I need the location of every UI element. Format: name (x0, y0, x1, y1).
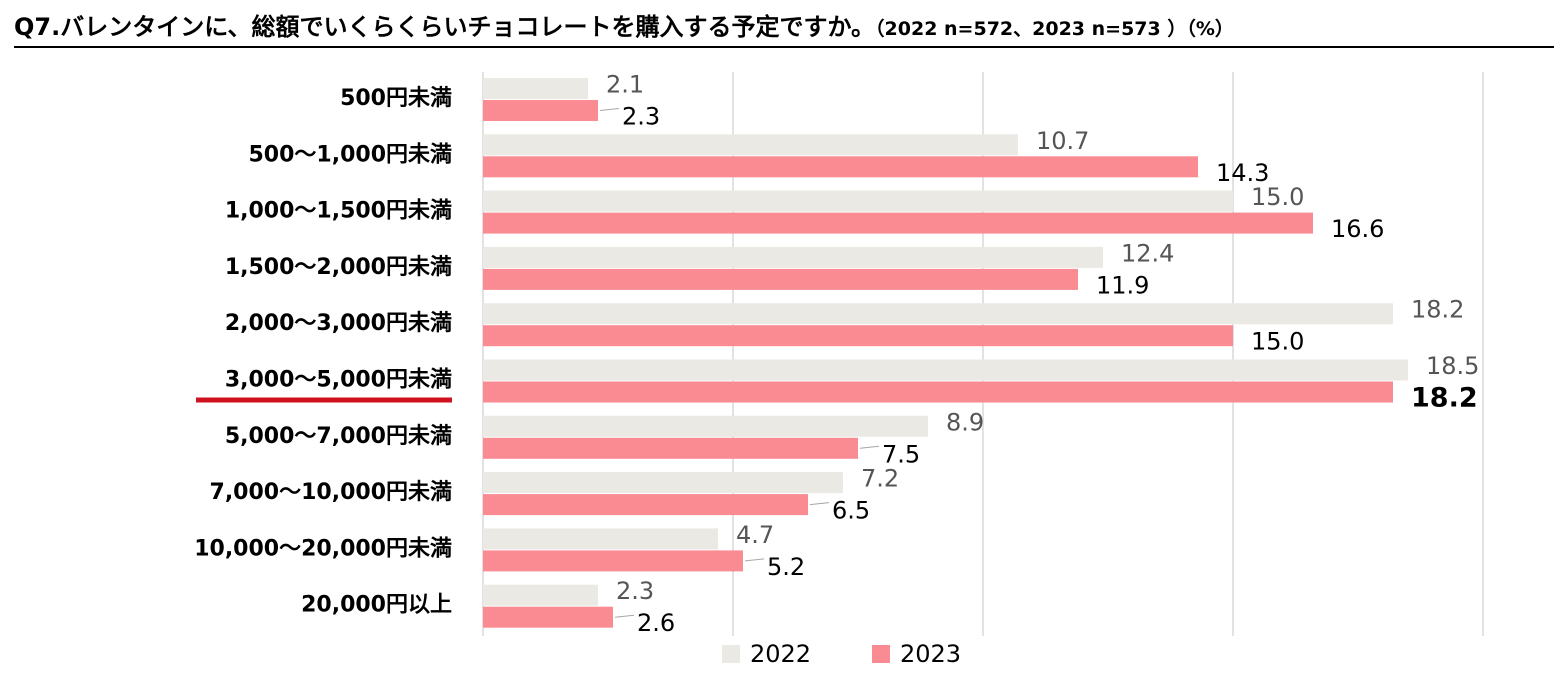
legend-swatch-2022 (722, 645, 740, 663)
data-label-2022: 18.5 (1426, 352, 1479, 380)
category-label: 7,000～10,000円未満 (210, 479, 452, 505)
data-label-2023: 11.9 (1096, 271, 1149, 299)
category-label: 1,500～2,000円未満 (225, 254, 452, 280)
bar-2023 (483, 606, 613, 628)
bar-2023 (483, 156, 1198, 178)
data-label-2022: 4.7 (736, 521, 774, 549)
data-label-2022: 12.4 (1121, 239, 1174, 267)
category-label: 20,000円以上 (301, 593, 452, 618)
bar-2022 (483, 528, 718, 550)
data-label-2023: 6.5 (832, 497, 870, 525)
bar-2023 (483, 212, 1313, 234)
chart-title-main: Q7.バレンタインに、総額でいくらくらいチョコレートを購入する予定ですか。 (14, 13, 876, 41)
legend-label-2022: 2022 (750, 640, 811, 668)
bar-2023 (483, 381, 1393, 403)
bar-2023 (483, 494, 808, 516)
category-label: 500円未満 (340, 85, 452, 111)
legend-swatch-2023 (872, 645, 890, 663)
bar-2023 (483, 325, 1233, 347)
data-label-2023: 15.0 (1251, 328, 1304, 356)
bar-2023 (483, 437, 858, 459)
bar-2022 (483, 78, 588, 99)
legend-label-2023: 2023 (900, 640, 961, 668)
category-label: 500～1,000円未満 (248, 141, 452, 167)
data-label-leader-2023 (599, 108, 620, 111)
data-label-leader-2023 (744, 558, 765, 562)
data-label-leader-2023 (809, 502, 830, 506)
data-label-2023: 16.6 (1331, 215, 1384, 243)
bar-2023 (483, 550, 743, 572)
data-label-2023: 14.3 (1216, 159, 1269, 187)
data-label-2022: 10.7 (1036, 127, 1089, 155)
data-label-2022: 15.0 (1251, 183, 1304, 211)
data-label-2023: 5.2 (767, 553, 805, 581)
bar-2022 (483, 584, 598, 606)
bar-2022 (483, 415, 928, 437)
data-label-2023: 7.5 (882, 440, 920, 468)
chart-title: Q7.バレンタインに、総額でいくらくらいチョコレートを購入する予定ですか。（20… (14, 8, 1554, 48)
bar-2022 (483, 359, 1408, 381)
bar-2022 (483, 303, 1393, 325)
data-label-2022: 8.9 (946, 408, 984, 436)
data-label-2022: 2.1 (606, 71, 644, 99)
data-label-leader-2023 (859, 445, 880, 449)
category-label: 10,000～20,000円未満 (194, 535, 452, 561)
category-label: 2,000～3,000円未満 (225, 310, 452, 336)
category-label: 5,000～7,000円未満 (225, 423, 452, 449)
data-label-2022: 7.2 (861, 465, 899, 493)
data-label-2023: 2.3 (622, 103, 660, 131)
bar-2022 (483, 246, 1103, 268)
bar-2022 (483, 190, 1233, 212)
data-label-2022: 2.3 (616, 577, 654, 605)
data-label-2023: 2.6 (637, 609, 675, 637)
data-label-2022: 18.2 (1411, 296, 1464, 324)
bar-2022 (483, 134, 1018, 156)
category-label: 1,000～1,500円未満 (225, 198, 452, 224)
bar-2023 (483, 268, 1078, 290)
data-label-2023: 18.2 (1411, 383, 1478, 414)
chart-title-subtitle: （2022 n=572、2023 n=573 ）（%） (875, 18, 1234, 40)
bar-2023 (483, 100, 598, 121)
bar-2022 (483, 472, 843, 494)
data-label-leader-2023 (614, 614, 635, 618)
category-label: 3,000～5,000円未満 (225, 367, 452, 393)
